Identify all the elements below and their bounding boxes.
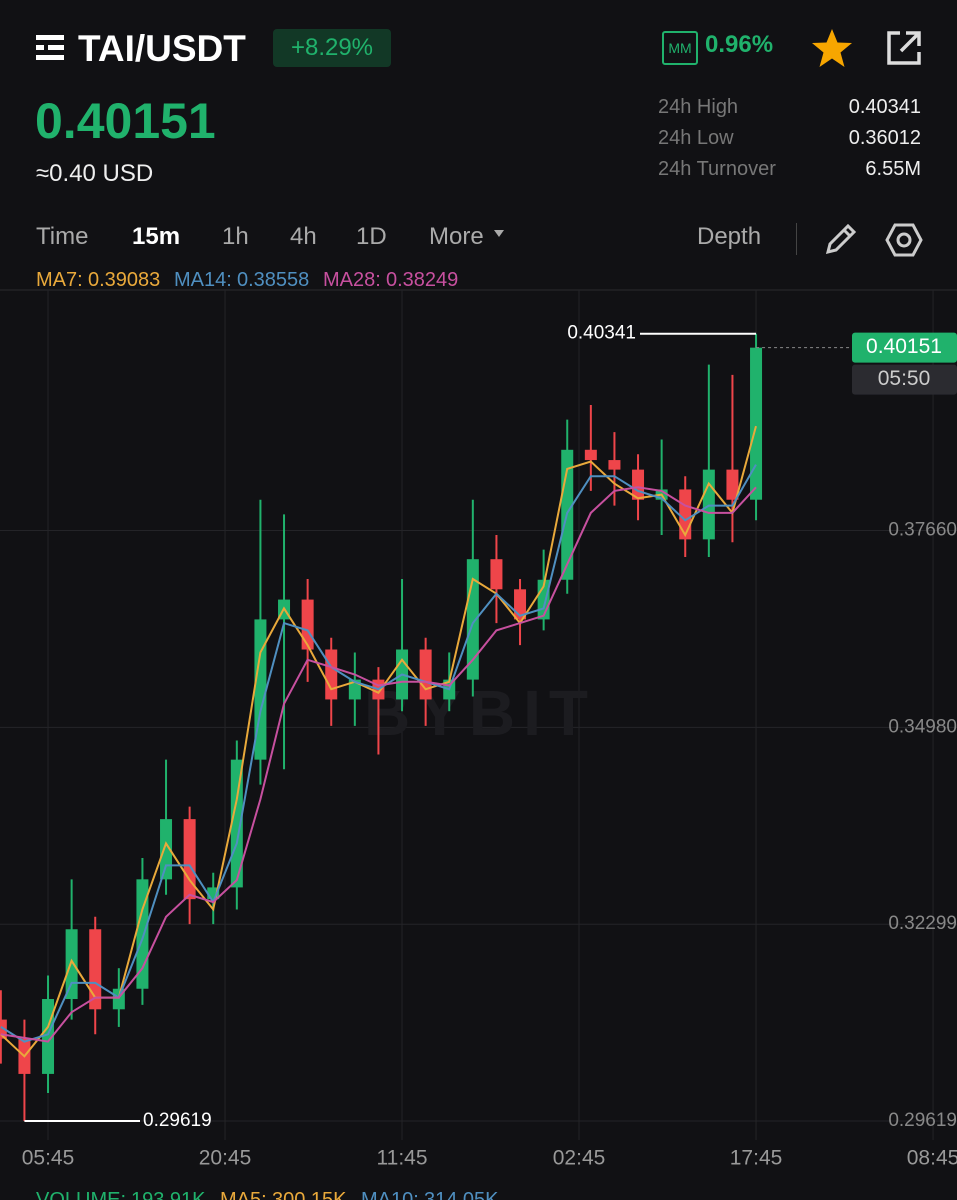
timeframe-tab[interactable]: More xyxy=(429,223,484,250)
dropdown-caret[interactable] xyxy=(494,230,504,237)
y-tick-label: 0.34980 xyxy=(888,716,957,737)
ma-legend-value: 0.38558 xyxy=(237,269,310,291)
change-badge: +8.29% xyxy=(273,29,391,67)
stat-value: 0.40341 xyxy=(848,96,921,118)
mm-value: 0.96% xyxy=(705,31,774,58)
candle-body xyxy=(89,929,102,1010)
ma-legend-value: 0.38249 xyxy=(386,269,459,291)
draw-tool-icon[interactable] xyxy=(822,220,860,258)
stat-value: 0.36012 xyxy=(848,127,921,149)
ma-legend-value: 0.39083 xyxy=(88,269,161,291)
volume-legend-label: MA10: xyxy=(361,1189,419,1200)
candle-body xyxy=(608,460,621,470)
y-tick-label: 0.29619 xyxy=(888,1110,957,1131)
x-tick-label: 05:45 xyxy=(22,1147,75,1170)
last-price-label: 0.40151 xyxy=(866,335,942,358)
stat-value: 6.55M xyxy=(865,158,921,180)
ma-line xyxy=(0,464,757,1043)
candle-body xyxy=(160,819,173,880)
countdown-badge xyxy=(852,364,957,395)
candle-body xyxy=(325,649,338,700)
pair[interactable]: TAI/USDT xyxy=(78,28,246,69)
candle-body xyxy=(584,449,597,461)
x-tick-label: 02:45 xyxy=(553,1147,606,1170)
usd-price: ≈0.40 USD xyxy=(36,160,154,187)
divider xyxy=(796,223,797,255)
candle-body xyxy=(65,929,78,1000)
volume-legend-value: 314.05K xyxy=(424,1189,499,1200)
candle-body xyxy=(679,489,692,540)
favorite-star[interactable] xyxy=(810,27,854,69)
candle-body xyxy=(490,559,503,590)
stat-label: 24h High xyxy=(658,96,739,118)
x-tick-label: 17:45 xyxy=(730,1147,783,1170)
timeframe-tab[interactable]: 1h xyxy=(222,223,249,250)
timeframe-tab[interactable]: 4h xyxy=(290,223,317,250)
last-price-badge xyxy=(852,332,957,363)
y-tick-label: 0.37660 xyxy=(888,520,957,541)
timeframe-tab[interactable]: 1D xyxy=(356,223,387,250)
candle-body xyxy=(207,887,220,900)
candle-body xyxy=(750,347,763,500)
candle-body xyxy=(726,469,739,500)
share-icon[interactable] xyxy=(884,28,924,68)
countdown-label: 05:50 xyxy=(878,367,931,390)
candle-body xyxy=(301,599,314,650)
candle-body xyxy=(419,649,432,700)
timeframe-tab[interactable]: Time xyxy=(36,223,89,250)
ma-legend-label: MA7: xyxy=(36,269,83,291)
ma-line xyxy=(0,486,757,1043)
candle-body xyxy=(702,469,715,540)
ma-legend-label: MA28: xyxy=(323,269,381,291)
ma-line xyxy=(0,425,757,1058)
timeframe-tab[interactable]: 15m xyxy=(132,223,181,250)
menu-icon[interactable] xyxy=(34,33,70,63)
volume-legend-value: 193.91K xyxy=(131,1189,206,1200)
candle-body xyxy=(230,759,243,888)
candle-body xyxy=(348,679,361,700)
last-price: 0.40151 xyxy=(35,93,216,149)
volume-legend-value: 300.15K xyxy=(272,1189,347,1200)
ma-legend-label: MA14: xyxy=(174,269,232,291)
settings-icon[interactable] xyxy=(884,220,924,260)
candle-body xyxy=(183,819,196,900)
volume-legend-label: MA5: xyxy=(220,1189,267,1200)
mm-badge: MM xyxy=(662,31,698,65)
stat-label: 24h Turnover xyxy=(658,158,776,180)
x-tick-label: 08:45 xyxy=(907,1147,957,1170)
x-tick-label: 20:45 xyxy=(199,1147,252,1170)
stat-label: 24h Low xyxy=(658,127,734,149)
low-marker-label: 0.29619 xyxy=(143,1110,212,1131)
depth-tab[interactable]: Depth xyxy=(697,223,762,250)
x-tick-label: 11:45 xyxy=(377,1147,428,1170)
high-marker-label: 0.40341 xyxy=(567,323,636,344)
volume-legend-label: VOLUME: xyxy=(36,1189,127,1200)
y-tick-label: 0.32299 xyxy=(888,913,957,934)
